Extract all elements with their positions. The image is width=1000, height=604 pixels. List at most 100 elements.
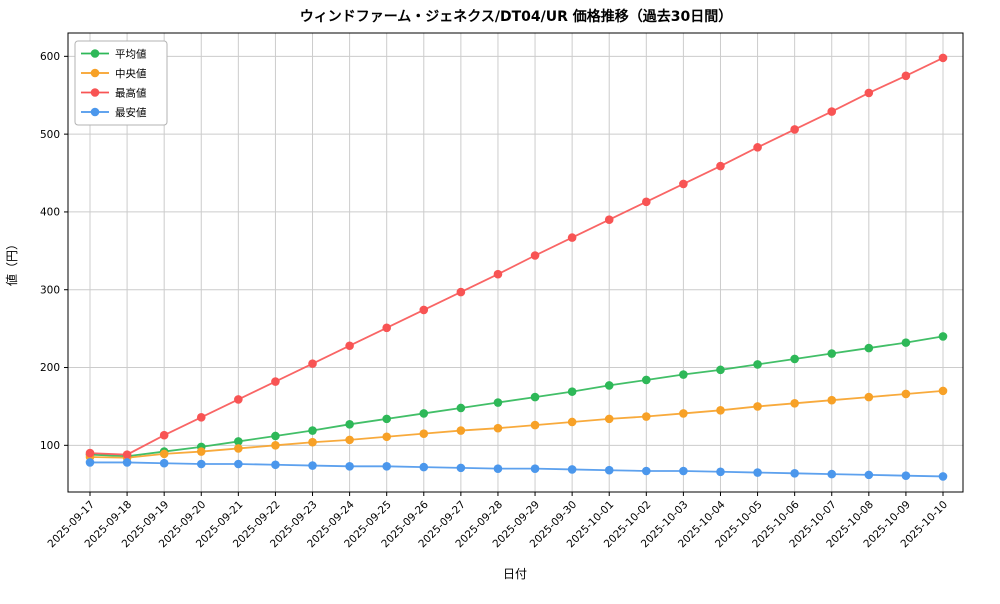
plot-background: [68, 33, 963, 492]
legend-item-median: 中央値: [81, 67, 147, 80]
data-point-mean: [790, 354, 799, 364]
data-point-min: [827, 469, 837, 479]
data-point-min: [234, 459, 243, 469]
data-point-min: [864, 470, 874, 480]
data-point-mean: [604, 381, 614, 390]
data-point-median: [827, 395, 837, 405]
data-point-mean: [716, 365, 725, 375]
data-point-max: [271, 377, 280, 386]
series-line-min: [90, 461, 944, 478]
legend-label: 最高値: [115, 86, 147, 99]
data-point-max: [234, 395, 243, 404]
data-point-min: [530, 464, 540, 473]
legend-marker: [90, 49, 100, 58]
y-tick-label: 600: [40, 51, 60, 63]
legend-marker: [90, 68, 100, 78]
data-point-max: [382, 323, 391, 333]
data-point-min: [642, 466, 651, 476]
data-point-max: [827, 107, 837, 116]
legend-label: 最安値: [115, 106, 147, 119]
data-point-median: [938, 386, 948, 396]
data-point-mean: [456, 403, 466, 413]
series-line-max: [89, 57, 944, 456]
legend-box: [74, 40, 168, 126]
data-point-min: [456, 463, 466, 473]
data-point-min: [604, 465, 614, 475]
data-point-max: [345, 341, 354, 351]
data-point-max: [567, 233, 577, 242]
data-point-median: [679, 409, 688, 418]
data-point-median: [159, 449, 169, 459]
series-max: [85, 53, 948, 459]
data-point-mean: [271, 431, 280, 441]
data-point-mean: [753, 360, 762, 369]
data-point-max: [716, 161, 725, 171]
data-point-max: [85, 448, 95, 458]
data-point-max: [642, 197, 651, 207]
legend-item-max: 最高値: [81, 86, 147, 99]
data-point-min: [790, 469, 799, 478]
data-point-mean: [679, 370, 688, 379]
data-point-min: [567, 465, 577, 474]
data-point-mean: [642, 375, 651, 385]
series-min: [85, 458, 948, 481]
data-point-median: [642, 412, 651, 421]
data-point-max: [679, 179, 688, 189]
data-point-min: [85, 458, 95, 467]
data-point-mean: [901, 338, 911, 347]
data-point-mean: [567, 387, 577, 396]
data-point-max: [901, 71, 911, 81]
data-point-min: [159, 458, 169, 468]
data-point-max: [456, 287, 466, 297]
data-point-min: [196, 459, 206, 469]
data-point-median: [456, 426, 466, 435]
data-point-min: [382, 462, 391, 471]
data-point-mean: [827, 349, 837, 358]
data-point-min: [345, 462, 354, 471]
data-point-max: [604, 215, 614, 225]
data-point-min: [271, 460, 280, 470]
data-point-median: [530, 420, 540, 430]
y-tick-label: 200: [40, 362, 60, 374]
data-point-median: [196, 447, 206, 456]
data-point-min: [493, 464, 503, 473]
data-point-mean: [864, 343, 874, 353]
data-point-max: [159, 430, 169, 440]
data-point-mean: [345, 420, 354, 429]
data-point-max: [790, 125, 799, 134]
data-point-mean: [382, 414, 391, 424]
data-point-mean: [938, 332, 948, 341]
data-point-max: [864, 88, 874, 98]
data-point-min: [938, 472, 948, 481]
data-point-max: [122, 450, 132, 459]
data-point-mean: [530, 392, 540, 402]
legend-item-mean: 平均値: [81, 47, 147, 60]
series-line-median: [89, 389, 944, 459]
data-point-max: [493, 269, 503, 279]
legend-label: 平均値: [115, 47, 147, 60]
data-point-min: [901, 471, 911, 480]
data-point-median: [419, 429, 429, 438]
y-tick-label: 300: [40, 284, 60, 296]
data-point-median: [864, 392, 874, 402]
y-tick-label: 100: [40, 440, 60, 452]
data-point-median: [716, 406, 725, 415]
x-axis-label: 日付: [503, 567, 527, 581]
data-point-min: [308, 461, 317, 470]
data-point-mean: [493, 398, 503, 407]
data-point-min: [716, 467, 725, 477]
plot-area: 1002003004005006002025-09-172025-09-1820…: [40, 32, 964, 550]
data-point-median: [604, 414, 614, 424]
series-line-mean: [89, 335, 944, 458]
data-point-max: [196, 413, 206, 422]
y-axis-label: 値（円）: [4, 238, 19, 286]
legend-label: 中央値: [115, 67, 147, 80]
data-point-mean: [308, 426, 317, 435]
data-point-min: [419, 462, 429, 472]
data-point-mean: [419, 409, 429, 418]
data-point-median: [901, 389, 911, 399]
data-point-max: [753, 143, 762, 152]
